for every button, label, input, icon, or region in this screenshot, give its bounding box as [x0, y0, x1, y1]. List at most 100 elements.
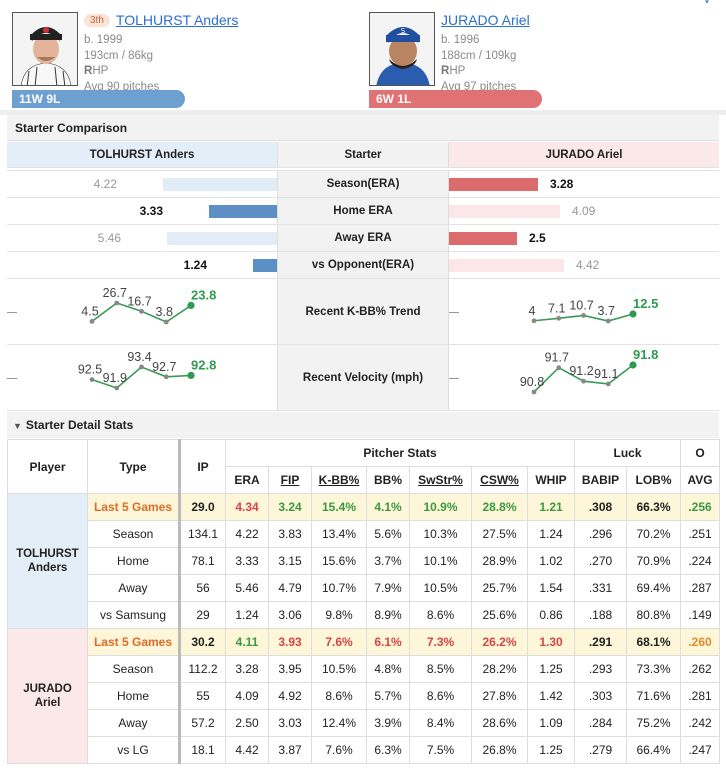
type-cell: Home [87, 547, 180, 575]
stat-cell: 7.9% [366, 574, 410, 602]
stat-cell: 4.42 [225, 736, 269, 764]
stat-cell: 10.7% [311, 574, 367, 602]
table-row: Season 112.2 3.28 3.95 10.5% 4.8% 8.5% 28.2% 1.2… [8, 655, 720, 683]
stat-cell: 10.1% [409, 547, 472, 575]
trend-value-label: 92.5 [78, 363, 102, 377]
stat-cell: 3.95 [268, 655, 312, 683]
stat-cell: 28.9% [471, 547, 528, 575]
col-swstr[interactable]: SwStr% [409, 466, 472, 494]
kbb-trend-left-chart: 4.5 26.716.7 3.8 23.8 [81, 286, 216, 325]
table-row: Away 57.2 2.50 3.03 12.4% 3.9% 8.4% 28.6% 1.09.2… [8, 709, 720, 737]
trend-value-label: 26.7 [103, 286, 127, 300]
stat-cell: 1.25 [527, 655, 575, 683]
stat-cell: .291 [574, 628, 627, 656]
left-bar [163, 178, 277, 191]
right-value: 4.42 [576, 258, 600, 272]
trend-point [629, 361, 637, 369]
detail-stats-table: Player Type IP Pitcher Stats Luck O ERA F… [7, 439, 720, 764]
trend-point [114, 300, 120, 306]
left-bar [253, 259, 277, 272]
player-photo [12, 12, 78, 86]
stat-cell: 26.2% [471, 628, 528, 656]
table-row: JURADO Ariel Last 5 Games 30.2 4.11 3.93 7.6% 6… [7, 628, 720, 764]
stat-cell: 68.1% [626, 628, 681, 656]
comparison-row: 3.33 Home ERA 4.09 [7, 198, 719, 225]
stat-cell: 4.1% [366, 493, 410, 521]
top-link[interactable]: v [704, 0, 710, 6]
left-value: 1.24 [183, 258, 207, 272]
player-name-cell: TOLHURST Anders [7, 493, 88, 629]
trend-point [531, 389, 537, 395]
type-cell: Season [87, 655, 180, 683]
player-name-link[interactable]: TOLHURST Anders [115, 12, 239, 28]
kbb-trend-label: Recent K-BB% Trend [277, 279, 449, 344]
stat-cell: 1.02 [527, 547, 575, 575]
kbb-trend-right-chart: 4 7.1 10.7 3.7 12.5 [529, 296, 658, 324]
stat-cell: 7.6% [311, 736, 367, 764]
stat-cell: 8.6% [409, 682, 472, 710]
stat-cell: .149 [680, 601, 720, 629]
left-value: 5.46 [97, 231, 121, 245]
stat-cell: 6.1% [366, 628, 410, 656]
stat-cell: 3.87 [268, 736, 312, 764]
stat-cell: .279 [574, 736, 627, 764]
collapse-triangle-icon[interactable]: ▼ [13, 421, 22, 431]
player-photo: S [369, 12, 435, 86]
comparison-row: 5.46 Away ERA 2.5 [7, 225, 719, 252]
stat-cell: .242 [680, 709, 720, 737]
stat-cell: .284 [574, 709, 627, 737]
stat-cell: 1.21 [527, 493, 575, 521]
table-row: Home 55 4.09 4.92 8.6% 5.7% 8.6% 27.8% 1.42.303 7… [8, 682, 720, 710]
right-bar [449, 259, 564, 272]
row-label: vs Opponent(ERA) [277, 252, 449, 278]
player-name-link[interactable]: JURADO Ariel [441, 12, 530, 28]
trend-value-label: 91.7 [545, 351, 569, 365]
table-row: Home 78.1 3.33 3.15 15.6% 3.7% 10.1% 28.9% 1.02.… [8, 547, 720, 575]
stat-cell: 4.8% [366, 655, 410, 683]
stat-cell: 70.2% [626, 520, 681, 548]
left-bar [167, 232, 277, 245]
trend-value-label: 91.9 [103, 371, 127, 385]
stat-cell: 0.86 [527, 601, 575, 629]
stat-cell: 75.2% [626, 709, 681, 737]
trend-point [531, 318, 537, 324]
svg-text:S: S [401, 27, 406, 35]
stat-cell: 4.34 [225, 493, 269, 521]
col-kbb[interactable]: K-BB% [311, 466, 367, 494]
right-value: 2.5 [529, 231, 546, 245]
trend-value-label: 10.7 [569, 298, 593, 312]
trend-value-label: 93.4 [127, 350, 151, 364]
divider [0, 110, 726, 115]
trend-value-label: 92.7 [152, 360, 176, 374]
type-cell: vs LG [87, 736, 180, 764]
col-fip[interactable]: FIP [268, 466, 312, 494]
rank-badge: 3th [84, 13, 110, 27]
row-label: Away ERA [277, 225, 449, 251]
stat-cell: .287 [680, 574, 720, 602]
stat-cell: .256 [680, 493, 720, 521]
ip-cell: 55 [178, 682, 226, 710]
trend-point [629, 310, 637, 318]
type-cell: Away [87, 574, 180, 602]
type-cell: Last 5 Games [87, 493, 180, 521]
trend-point [556, 365, 562, 371]
stat-cell: .296 [574, 520, 627, 548]
trend-value-label: 91.1 [594, 367, 618, 381]
stat-cell: 5.6% [366, 520, 410, 548]
col-csw[interactable]: CSW% [471, 466, 528, 494]
stat-cell: 12.4% [311, 709, 367, 737]
stat-cell: .224 [680, 547, 720, 575]
type-cell: vs Samsung [87, 601, 180, 629]
group-pitcher-stats: Pitcher Stats [225, 439, 575, 467]
stat-cell: 13.4% [311, 520, 367, 548]
ip-cell: 56 [178, 574, 226, 602]
col-type: Type [87, 439, 180, 494]
comparison-left-name: TOLHURST Anders [7, 142, 277, 167]
trend-point [605, 381, 611, 387]
trend-point [114, 385, 120, 391]
trend-point [581, 313, 586, 318]
section-title-detail[interactable]: ▼ Starter Detail Stats [7, 412, 719, 438]
velocity-right-chart: 90.891.791.2 91.1 91.8 [520, 347, 658, 395]
stat-cell: 4.22 [225, 520, 269, 548]
player-meta: b. 1999 193cm / 86kg RHP Avg 90 pitches [84, 34, 160, 93]
